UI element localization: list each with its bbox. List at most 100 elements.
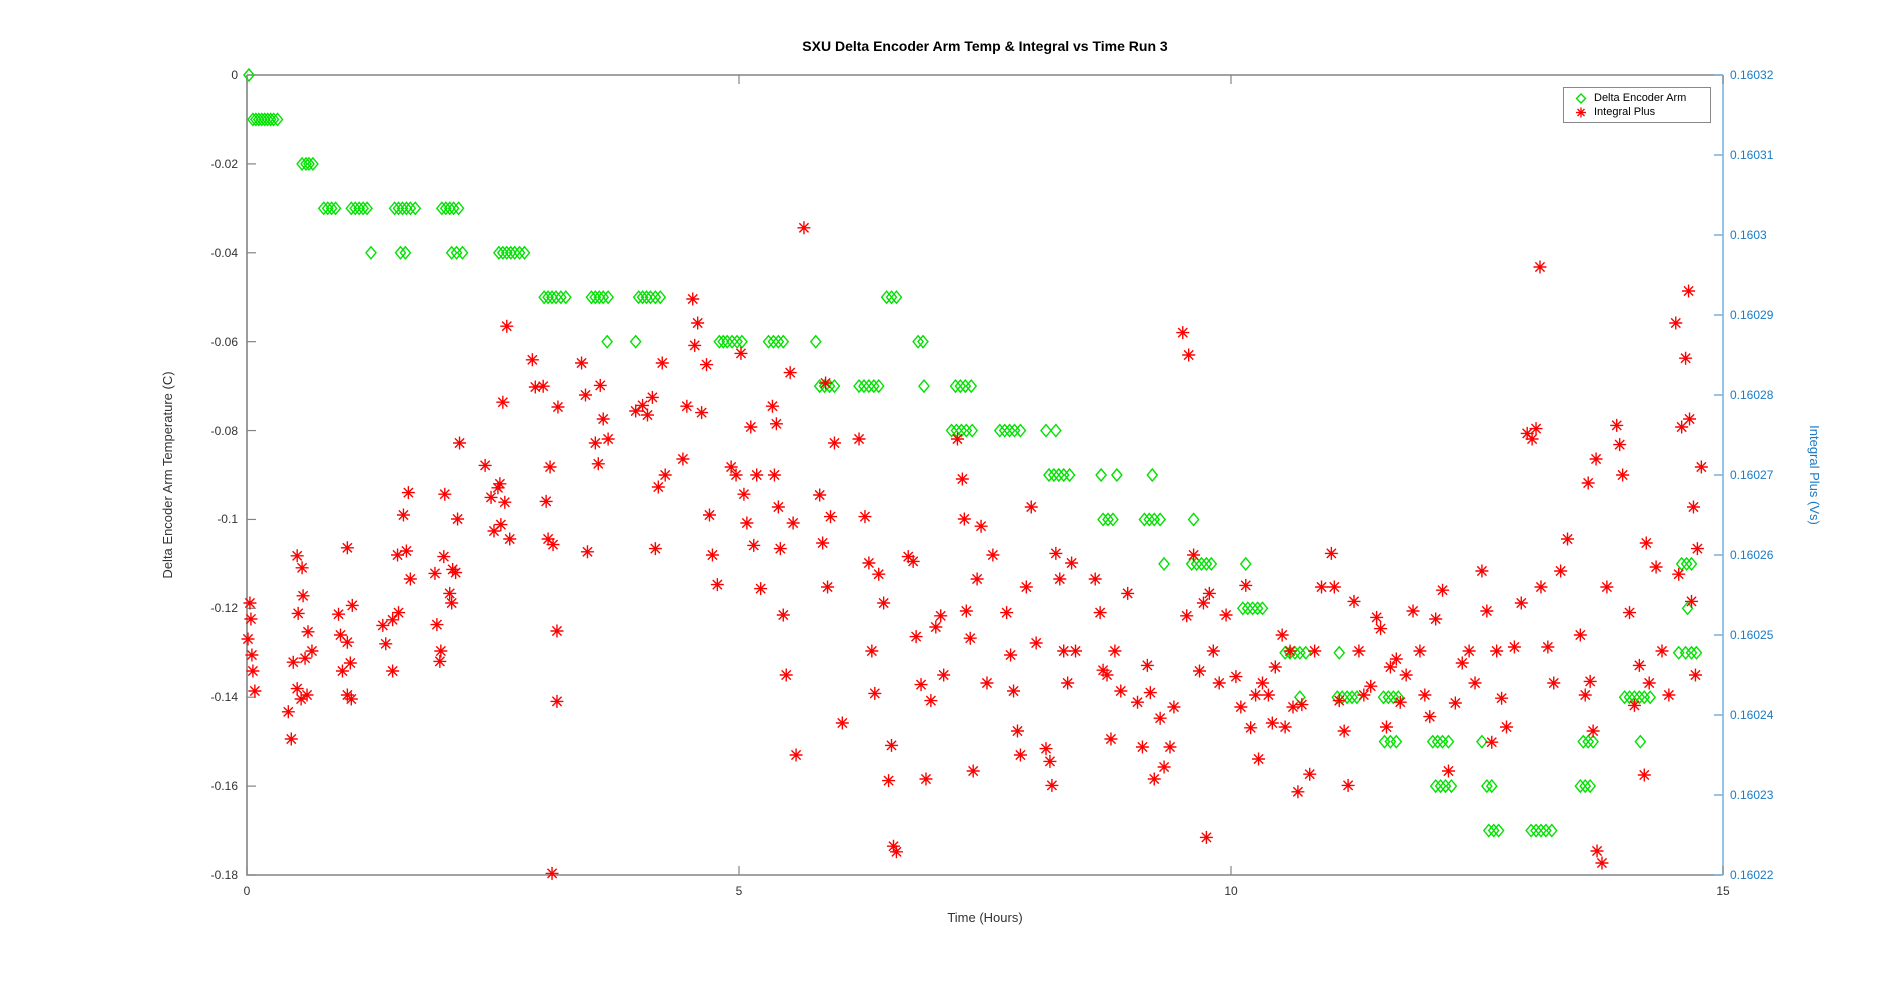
data-point-diamond	[1633, 690, 1646, 705]
data-point-asterisk	[1303, 767, 1317, 781]
data-point-asterisk	[872, 567, 886, 581]
data-point-diamond	[1241, 601, 1254, 616]
data-point-asterisk	[789, 748, 803, 762]
data-point-asterisk	[702, 508, 716, 522]
data-point-asterisk	[1406, 604, 1420, 618]
data-point-diamond	[1236, 601, 1249, 616]
data-point-asterisk	[528, 380, 542, 394]
data-point-diamond	[1110, 467, 1123, 483]
data-point-diamond	[513, 245, 526, 260]
data-point-asterisk	[1685, 594, 1699, 608]
data-point-asterisk	[695, 406, 709, 420]
data-point-diamond	[1190, 556, 1203, 571]
data-point-asterisk	[1088, 572, 1102, 586]
data-point-asterisk	[1534, 580, 1548, 594]
data-point-asterisk	[294, 692, 308, 706]
y-left-axis-label: Delta Encoder Arm Temperature (C)	[160, 371, 175, 579]
data-point-asterisk	[430, 618, 444, 632]
data-point-asterisk	[1249, 688, 1263, 702]
data-point-diamond	[1525, 823, 1538, 838]
data-point-asterisk	[1000, 606, 1014, 620]
data-point-diamond	[644, 290, 657, 305]
data-point-asterisk	[575, 356, 589, 370]
data-point-asterisk	[1675, 420, 1689, 434]
data-point-diamond	[1256, 601, 1269, 616]
data-point-diamond	[1390, 734, 1403, 749]
x-tick-label: 0	[243, 884, 251, 898]
data-point-asterisk	[1007, 684, 1021, 698]
data-point-diamond	[1574, 779, 1587, 794]
data-point-asterisk	[1573, 628, 1587, 642]
y-left-tick-label: -0.08	[210, 424, 238, 438]
data-point-asterisk	[1374, 622, 1388, 636]
data-point-asterisk	[1053, 572, 1067, 586]
data-point-diamond	[858, 379, 870, 394]
data-point-diamond	[1052, 467, 1065, 483]
data-point-asterisk	[937, 668, 951, 682]
data-point-asterisk	[1163, 740, 1177, 754]
data-point-asterisk	[243, 596, 257, 610]
data-point-diamond	[546, 290, 558, 305]
data-point-diamond	[321, 201, 334, 216]
data-point-diamond	[731, 334, 743, 349]
data-point-asterisk	[966, 764, 980, 778]
data-point-asterisk	[1121, 586, 1135, 600]
axis-frame	[246, 74, 1723, 876]
data-point-asterisk	[1324, 546, 1338, 560]
data-point-asterisk	[651, 480, 665, 494]
data-point-diamond	[554, 290, 567, 305]
data-point-asterisk	[1541, 640, 1555, 654]
y-right-tick-label: 0.16029	[1730, 308, 1774, 322]
data-point-asterisk	[885, 738, 899, 752]
data-point-diamond	[1579, 779, 1592, 794]
data-point-asterisk	[821, 580, 835, 594]
y-right-tick-label: 0.16022	[1730, 868, 1774, 882]
data-point-asterisk	[1679, 351, 1693, 365]
data-point-asterisk	[1244, 721, 1258, 735]
data-point-diamond	[585, 290, 598, 305]
y-right-tick-label: 0.16031	[1730, 148, 1774, 162]
data-point-asterisk	[1389, 652, 1403, 666]
data-point-asterisk	[724, 460, 738, 474]
data-point-asterisk	[443, 586, 457, 600]
data-point-diamond	[1434, 779, 1447, 794]
data-point-diamond	[492, 245, 505, 260]
data-point-asterisk	[645, 390, 659, 404]
data-point-diamond	[955, 423, 968, 438]
data-point-asterisk	[1045, 778, 1059, 792]
data-point-asterisk	[401, 486, 415, 500]
data-point-diamond	[818, 379, 831, 394]
y-left-tick-label: -0.12	[210, 601, 238, 615]
data-point-asterisk	[816, 536, 830, 550]
data-point-asterisk	[1623, 606, 1637, 620]
data-point-diamond	[1442, 734, 1455, 749]
data-point-diamond	[396, 201, 409, 216]
data-point-asterisk	[1694, 460, 1708, 474]
data-point-asterisk	[340, 635, 354, 649]
data-point-asterisk	[852, 432, 866, 446]
data-point-diamond	[632, 290, 645, 305]
data-point-asterisk	[862, 556, 876, 570]
data-point-asterisk	[747, 538, 761, 552]
data-point-diamond	[1429, 779, 1442, 794]
legend-box: Delta Encoder Arm Integral Plus	[1563, 87, 1711, 123]
data-point-asterisk	[500, 319, 514, 333]
data-point-asterisk	[970, 572, 984, 586]
data-point-asterisk	[1507, 640, 1521, 654]
data-point-asterisk	[1468, 676, 1482, 690]
data-point-diamond	[885, 290, 898, 305]
data-point-diamond	[400, 201, 413, 216]
data-point-diamond	[998, 423, 1011, 438]
data-point-asterisk	[813, 488, 827, 502]
data-point-diamond	[404, 201, 417, 216]
diamond-marker-icon	[1575, 92, 1587, 104]
data-point-diamond	[649, 290, 662, 305]
data-point-asterisk	[399, 544, 413, 558]
data-point-asterisk	[551, 400, 565, 414]
data-point-asterisk	[1182, 348, 1196, 362]
y-right-axis-label: Integral Plus (Vs)	[1807, 425, 1822, 525]
data-point-diamond	[862, 379, 875, 394]
data-point-diamond	[853, 379, 865, 394]
data-point-asterisk	[1586, 724, 1600, 738]
data-point-asterisk	[1423, 710, 1437, 724]
